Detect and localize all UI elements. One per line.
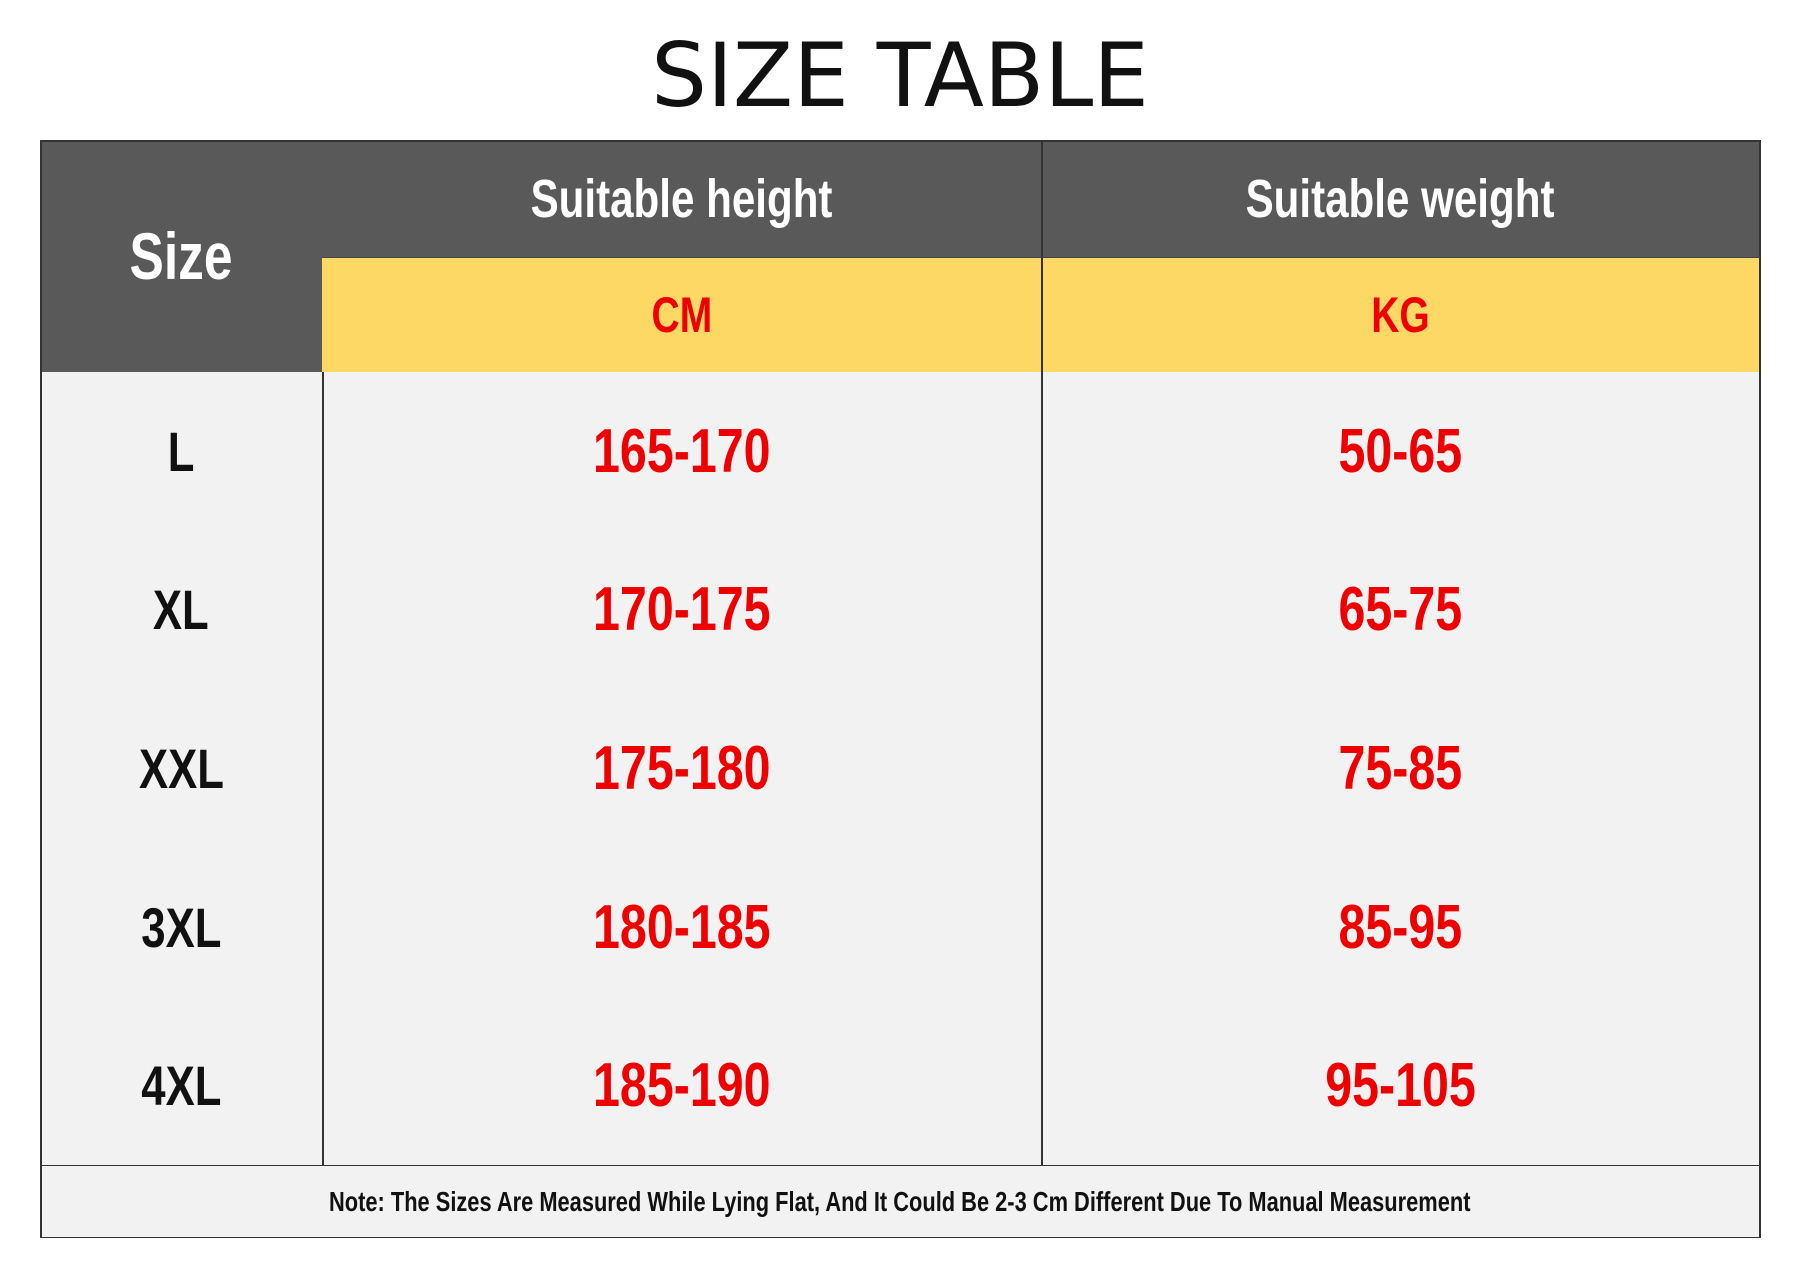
size-text: XXL <box>138 736 224 800</box>
unit-cell: CM <box>322 257 1041 372</box>
value-text: 85-95 <box>1338 892 1463 962</box>
border <box>1041 140 1043 1165</box>
value-cell: 170-175 <box>322 530 1041 690</box>
corner-cell: Size <box>40 140 322 372</box>
value-text: 65-75 <box>1338 575 1463 645</box>
value-cell: 75-85 <box>1041 689 1760 848</box>
value-text: 170-175 <box>592 575 771 645</box>
note-cell: Note: The Sizes Are Measured While Lying… <box>40 1165 1760 1238</box>
corner-text: Size <box>129 219 233 293</box>
size-cell: 4XL <box>40 1006 322 1165</box>
border <box>322 372 324 1165</box>
border <box>40 140 1760 142</box>
value-cell: 95-105 <box>1041 1006 1760 1165</box>
border <box>1759 140 1761 1238</box>
header-cell: Suitable weight <box>1041 140 1760 257</box>
value-text: 185-190 <box>592 1051 771 1121</box>
size-cell: 3XL <box>40 847 322 1007</box>
value-text: 180-185 <box>592 892 771 962</box>
value-text: 75-85 <box>1338 733 1463 803</box>
value-text: 165-170 <box>592 416 771 486</box>
value-cell: 185-190 <box>322 1006 1041 1165</box>
unit-text: CM <box>651 286 712 343</box>
unit-text: KG <box>1371 286 1430 343</box>
border <box>40 140 42 1238</box>
size-cell: L <box>40 372 322 531</box>
header-text: Suitable height <box>530 168 833 229</box>
size-text: L <box>167 419 195 483</box>
value-cell: 65-75 <box>1041 530 1760 690</box>
border <box>322 257 1760 258</box>
size-cell: XXL <box>40 689 322 848</box>
value-text: 175-180 <box>592 733 771 803</box>
header-cell: Suitable height <box>322 140 1041 257</box>
size-cell: XL <box>40 530 322 690</box>
value-cell: 85-95 <box>1041 847 1760 1007</box>
value-cell: 175-180 <box>322 689 1041 848</box>
value-cell: 50-65 <box>1041 372 1760 531</box>
unit-cell: KG <box>1041 257 1760 372</box>
size-text: 3XL <box>140 895 222 959</box>
value-text: 50-65 <box>1338 416 1463 486</box>
size-text: XL <box>153 578 209 642</box>
note-text: Note: The Sizes Are Measured While Lying… <box>329 1185 1471 1217</box>
value-cell: 165-170 <box>322 372 1041 531</box>
value-cell: 180-185 <box>322 847 1041 1007</box>
size-text: 4XL <box>140 1054 222 1118</box>
header-text: Suitable weight <box>1246 168 1555 229</box>
page-title: SIZE TABLE <box>651 23 1149 127</box>
value-text: 95-105 <box>1325 1051 1476 1121</box>
